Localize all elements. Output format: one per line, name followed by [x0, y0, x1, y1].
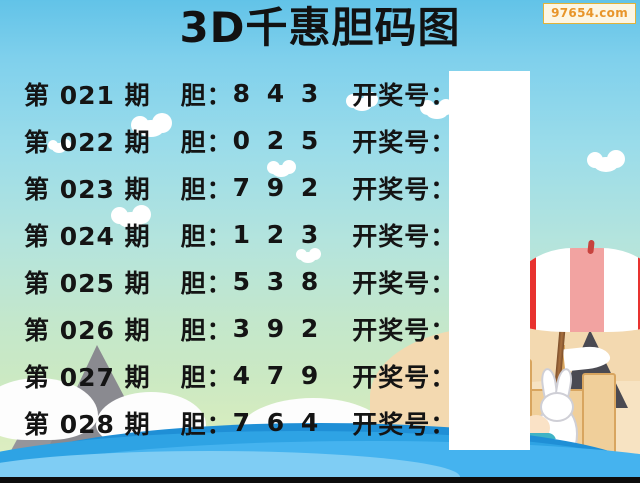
list-item: 第 024 期 胆： 1 2 3 开奖号： [0, 211, 640, 258]
period-label: 第 026 期 [24, 315, 151, 345]
list-item: 第 021 期 胆： 8 4 3 开奖号： [0, 70, 640, 117]
period-label: 第 022 期 [24, 127, 151, 157]
draw-label: 开奖号： [352, 409, 457, 439]
period-label: 第 021 期 [24, 80, 151, 110]
dan-digits: 3 9 2 [232, 314, 323, 343]
dan-digits: 0 2 5 [232, 126, 323, 155]
dan-label: 胆： [180, 362, 233, 392]
dan-digits: 5 3 8 [232, 267, 323, 296]
list-item: 第 025 期 胆： 5 3 8 开奖号： [0, 258, 640, 305]
draw-label: 开奖号： [352, 315, 457, 345]
list-item: 第 022 期 胆： 0 2 5 开奖号： [0, 117, 640, 164]
period-label: 第 023 期 [24, 174, 151, 204]
dan-label: 胆： [180, 221, 233, 251]
draw-label: 开奖号： [352, 174, 457, 204]
wave-shape [20, 441, 640, 477]
dan-label: 胆： [180, 409, 233, 439]
dan-digits: 7 6 4 [232, 408, 323, 437]
dan-label: 胆： [180, 268, 233, 298]
dan-label: 胆： [180, 80, 233, 110]
dan-label: 胆： [180, 127, 233, 157]
watermark-badge: 97654.com [543, 3, 636, 24]
dan-digits: 4 7 9 [232, 361, 323, 390]
dan-label: 胆： [180, 174, 233, 204]
period-label: 第 024 期 [24, 221, 151, 251]
draw-label: 开奖号： [352, 127, 457, 157]
bottom-black-bar [0, 477, 640, 483]
dan-digits: 8 4 3 [232, 79, 323, 108]
list-item: 第 027 期 胆： 4 7 9 开奖号： [0, 352, 640, 399]
draw-label: 开奖号： [352, 268, 457, 298]
white-cover-overlay [449, 71, 530, 450]
period-label: 第 027 期 [24, 362, 151, 392]
list-item: 第 026 期 胆： 3 9 2 开奖号： [0, 305, 640, 352]
wave-shape [0, 451, 460, 477]
list-item: 第 028 期 胆： 7 6 4 开奖号： [0, 399, 640, 446]
dan-digits: 7 9 2 [232, 173, 323, 202]
list-item: 第 023 期 胆： 7 9 2 开奖号： [0, 164, 640, 211]
dan-label: 胆： [180, 315, 233, 345]
period-label: 第 025 期 [24, 268, 151, 298]
page-title: 3D千惠胆码图 [179, 3, 461, 52]
dan-digits: 1 2 3 [232, 220, 323, 249]
forecast-list: 第 021 期 胆： 8 4 3 开奖号： 第 022 期 胆： 0 2 5 开… [0, 70, 640, 446]
period-label: 第 028 期 [24, 409, 151, 439]
draw-label: 开奖号： [352, 221, 457, 251]
draw-label: 开奖号： [352, 80, 457, 110]
draw-label: 开奖号： [352, 362, 457, 392]
